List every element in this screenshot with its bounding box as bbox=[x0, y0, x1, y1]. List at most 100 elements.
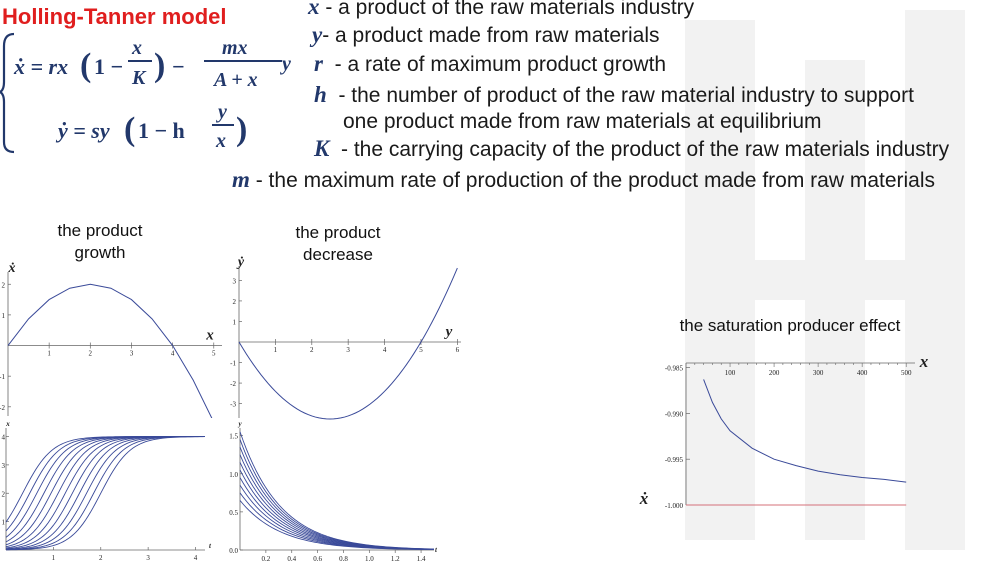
decay-curve-10 bbox=[239, 500, 435, 551]
decrease-curve bbox=[238, 267, 458, 420]
x-tick-label: 1.2 bbox=[391, 555, 400, 563]
svg-text:ẏ = sy: ẏ = sy bbox=[55, 118, 110, 143]
chart-x-time-series: 1 2 3 4 1 2 3 4 t x bbox=[2, 420, 213, 562]
y-tick-label: -1 bbox=[230, 360, 236, 368]
definition-k: K - the carrying capacity of the product… bbox=[314, 136, 950, 161]
x-tick-label: 200 bbox=[769, 369, 780, 377]
x-tick-label: 0.6 bbox=[313, 555, 322, 563]
y-tick-label: 1 bbox=[2, 519, 6, 527]
y-tick-label: -2 bbox=[230, 380, 236, 388]
y-tick-label: 0.5 bbox=[229, 509, 238, 517]
decay-curve-6 bbox=[239, 469, 435, 550]
x-tick-label: 1.4 bbox=[417, 555, 426, 563]
page-title: Holling-Tanner model bbox=[2, 4, 227, 29]
caption-product-growth: the product growth bbox=[57, 221, 143, 262]
y-axis-label: ẋ bbox=[8, 261, 16, 276]
decay-curve-2 bbox=[239, 439, 435, 550]
x-axis-label: t bbox=[209, 542, 212, 550]
x-tick-label: 300 bbox=[813, 369, 824, 377]
x-tick-label: 0.4 bbox=[287, 555, 296, 563]
logistic-curve-1 bbox=[5, 436, 206, 523]
definition-h: h - the number of product of the raw mat… bbox=[314, 82, 914, 107]
y-tick-label: -0.985 bbox=[665, 365, 684, 373]
y-tick-label: 3 bbox=[233, 277, 237, 285]
chart-product-decrease: 1 2 3 4 5 6 -3 -2 -1 1 2 3 y ẏ bbox=[230, 255, 461, 420]
x-axis-label: x bbox=[205, 328, 214, 344]
svg-text:K: K bbox=[131, 67, 147, 89]
y-tick-label: 1 bbox=[2, 312, 6, 320]
saturation-curve bbox=[703, 379, 907, 483]
x-tick-label: 4 bbox=[171, 350, 175, 358]
logistic-curve-12 bbox=[5, 436, 206, 551]
decay-curve-3 bbox=[239, 446, 435, 550]
definition-r: r - a rate of maximum product growth bbox=[314, 51, 667, 76]
x-axis-label: x bbox=[919, 352, 929, 371]
y-tick-label: 2 bbox=[233, 298, 237, 306]
y-tick-label: -1.000 bbox=[665, 502, 684, 510]
svg-text:(: ( bbox=[80, 47, 91, 84]
y-tick-label: 3 bbox=[2, 462, 6, 470]
svg-text:−: − bbox=[172, 54, 185, 79]
chart-y-time-series: 0.2 0.4 0.6 0.8 1.0 1.2 1.4 0.0 0.5 1.0 1.5 t y bbox=[229, 420, 437, 563]
left-brace bbox=[0, 32, 15, 154]
x-tick-label: 3 bbox=[130, 350, 134, 358]
svg-text:x: x bbox=[131, 37, 142, 59]
definition-m: m - the maximum rate of production of th… bbox=[232, 167, 936, 192]
y-tick-label: 1.0 bbox=[229, 471, 238, 479]
svg-text:1 −: 1 − bbox=[94, 54, 123, 79]
y-tick-label: -2 bbox=[0, 404, 5, 412]
x-tick-label: 5 bbox=[212, 350, 216, 358]
y-tick-label: 4 bbox=[2, 434, 6, 442]
y-axis-label: ẋ bbox=[639, 489, 649, 508]
decay-curve-4 bbox=[239, 454, 435, 550]
y-axis-label: x bbox=[5, 420, 10, 428]
caption-saturation-effect: the saturation producer effect bbox=[679, 316, 901, 335]
svg-text:(: ( bbox=[124, 111, 135, 148]
svg-text:): ) bbox=[154, 47, 165, 84]
x-tick-label: 1 bbox=[274, 346, 278, 354]
y-tick-label: 2 bbox=[2, 490, 6, 498]
x-tick-label: 1 bbox=[52, 554, 56, 562]
decay-curve-5 bbox=[239, 462, 435, 550]
decay-curve-7 bbox=[239, 477, 435, 550]
svg-text:mx: mx bbox=[222, 37, 248, 59]
svg-text:1 − h: 1 − h bbox=[138, 118, 185, 143]
y-tick-label: 2 bbox=[2, 281, 6, 289]
svg-text:ẋ = rx: ẋ = rx bbox=[13, 54, 68, 79]
chart-saturation-effect: 100 200 300 400 500 -0.985 -0.990 -0.995 -1.000 x… bbox=[639, 352, 929, 510]
x-tick-label: 100 bbox=[725, 369, 736, 377]
x-tick-label: 5 bbox=[419, 346, 423, 354]
x-tick-label: 2 bbox=[89, 350, 93, 358]
x-tick-label: 400 bbox=[857, 369, 868, 377]
x-tick-label: 2 bbox=[99, 554, 103, 562]
caption-product-decrease: the product decrease bbox=[295, 223, 381, 264]
y-tick-label: 1.5 bbox=[229, 433, 238, 441]
svg-text:x: x bbox=[215, 130, 226, 152]
x-tick-label: 0.8 bbox=[339, 555, 348, 563]
decay-curve-1 bbox=[239, 431, 435, 550]
x-axis-label: t bbox=[435, 546, 437, 554]
y-tick-label: -0.990 bbox=[665, 410, 684, 418]
svg-text:A + x: A + x bbox=[212, 69, 258, 91]
logistic-curve-4 bbox=[5, 436, 206, 543]
definition-y: y- a product made from raw materials bbox=[312, 22, 660, 47]
y-axis-label: y bbox=[237, 420, 242, 428]
equation-system: ẋ = rx ( 1 − x K ) − mx A + x y ẏ = sy (… bbox=[0, 32, 291, 154]
x-tick-label: 1.0 bbox=[365, 555, 374, 563]
x-tick-label: 2 bbox=[310, 346, 314, 354]
x-tick-label: 1 bbox=[47, 350, 51, 358]
y-tick-label: -3 bbox=[230, 401, 236, 409]
x-tick-label: 3 bbox=[146, 554, 150, 562]
y-axis-label: ẏ bbox=[236, 255, 245, 270]
x-tick-label: 3 bbox=[346, 346, 350, 354]
y-tick-label: -1 bbox=[0, 373, 5, 381]
svg-text:y: y bbox=[280, 53, 291, 75]
x-axis-label: y bbox=[444, 324, 453, 340]
x-tick-label: 0.2 bbox=[261, 555, 270, 563]
logistic-curve-3 bbox=[5, 436, 206, 538]
x-tick-label: 4 bbox=[383, 346, 387, 354]
x-tick-label: 500 bbox=[901, 369, 912, 377]
chart-product-growth: 1 2 3 4 5 -2 -1 1 2 x ẋ bbox=[0, 261, 222, 418]
y-tick-label: 1 bbox=[233, 318, 237, 326]
y-tick-label: 0.0 bbox=[229, 547, 238, 555]
